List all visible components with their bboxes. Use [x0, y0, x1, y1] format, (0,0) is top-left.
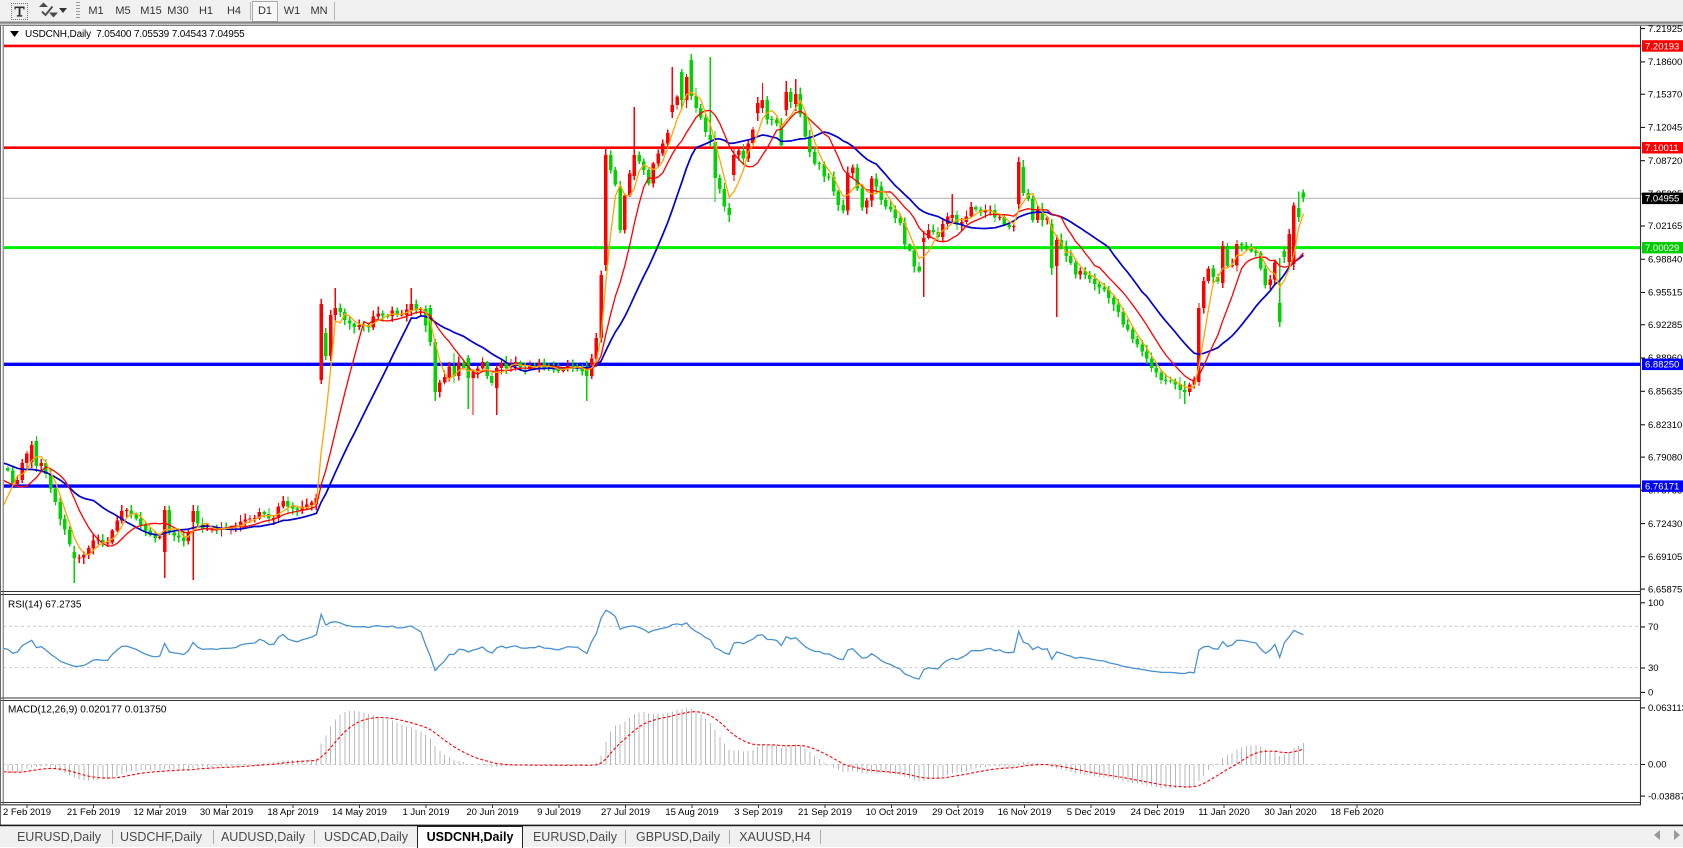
svg-text:7.15370: 7.15370: [1648, 89, 1682, 100]
svg-text:3 Sep 2019: 3 Sep 2019: [734, 807, 783, 818]
svg-text:9 Jul 2019: 9 Jul 2019: [537, 807, 581, 818]
svg-text:21 Feb 2019: 21 Feb 2019: [67, 807, 120, 818]
svg-text:29 Oct 2019: 29 Oct 2019: [932, 807, 984, 818]
svg-text:6.65875: 6.65875: [1648, 584, 1682, 595]
svg-text:7.21925: 7.21925: [1648, 24, 1682, 35]
svg-text:11 Jan 2020: 11 Jan 2020: [1198, 807, 1250, 818]
svg-text:70: 70: [1648, 622, 1659, 633]
svg-text:5 Dec 2019: 5 Dec 2019: [1067, 807, 1116, 818]
svg-text:6.82310: 6.82310: [1648, 420, 1682, 431]
svg-text:14 May 2019: 14 May 2019: [332, 807, 387, 818]
svg-text:7.10011: 7.10011: [1645, 143, 1679, 154]
svg-text:6.79080: 6.79080: [1648, 452, 1682, 463]
svg-text:27 Jul 2019: 27 Jul 2019: [601, 807, 650, 818]
svg-text:20 Jun 2019: 20 Jun 2019: [466, 807, 518, 818]
svg-text:6.92285: 6.92285: [1648, 320, 1682, 331]
svg-text:2 Feb 2019: 2 Feb 2019: [3, 807, 51, 818]
svg-text:7.00029: 7.00029: [1645, 243, 1679, 254]
svg-text:RSI(14) 67.2735: RSI(14) 67.2735: [8, 600, 82, 611]
svg-text:30 Jan 2020: 30 Jan 2020: [1264, 807, 1316, 818]
svg-text:6.95515: 6.95515: [1648, 288, 1682, 299]
svg-text:0.063113: 0.063113: [1648, 703, 1683, 714]
svg-text:7.04955: 7.04955: [1645, 194, 1679, 205]
svg-text:6.98840: 6.98840: [1648, 254, 1682, 265]
svg-text:6.76171: 6.76171: [1645, 482, 1679, 493]
svg-text:6.88250: 6.88250: [1645, 360, 1679, 371]
svg-text:7.08720: 7.08720: [1648, 156, 1682, 167]
svg-text:21 Sep 2019: 21 Sep 2019: [798, 807, 852, 818]
svg-text:6.69105: 6.69105: [1648, 552, 1682, 563]
svg-text:USDCNH,Daily 7.05400 7.05539: USDCNH,Daily 7.05400 7.05539 7.04543 7.0…: [25, 29, 245, 40]
svg-text:0: 0: [1648, 688, 1653, 699]
svg-text:6.72430: 6.72430: [1648, 519, 1682, 530]
svg-text:7.12045: 7.12045: [1648, 123, 1682, 134]
svg-text:7.02165: 7.02165: [1648, 221, 1682, 232]
svg-text:12 Mar 2019: 12 Mar 2019: [133, 807, 186, 818]
svg-text:0.00: 0.00: [1648, 760, 1667, 771]
svg-text:7.18600: 7.18600: [1648, 57, 1682, 68]
svg-text:18 Apr 2019: 18 Apr 2019: [267, 807, 318, 818]
svg-text:16 Nov 2019: 16 Nov 2019: [998, 807, 1052, 818]
svg-text:10 Oct 2019: 10 Oct 2019: [866, 807, 918, 818]
svg-text:30: 30: [1648, 663, 1659, 674]
svg-text:100: 100: [1648, 598, 1664, 609]
svg-text:30 Mar 2019: 30 Mar 2019: [200, 807, 253, 818]
svg-text:6.85635: 6.85635: [1648, 387, 1682, 398]
svg-text:24 Dec 2019: 24 Dec 2019: [1131, 807, 1185, 818]
svg-text:15 Aug 2019: 15 Aug 2019: [665, 807, 718, 818]
svg-text:MACD(12,26,9) 0.020177 0.01375: MACD(12,26,9) 0.020177 0.013750: [8, 705, 167, 716]
svg-text:1 Jun 2019: 1 Jun 2019: [402, 807, 449, 818]
svg-text:18 Feb 2020: 18 Feb 2020: [1330, 807, 1383, 818]
svg-text:7.20193: 7.20193: [1645, 41, 1679, 52]
